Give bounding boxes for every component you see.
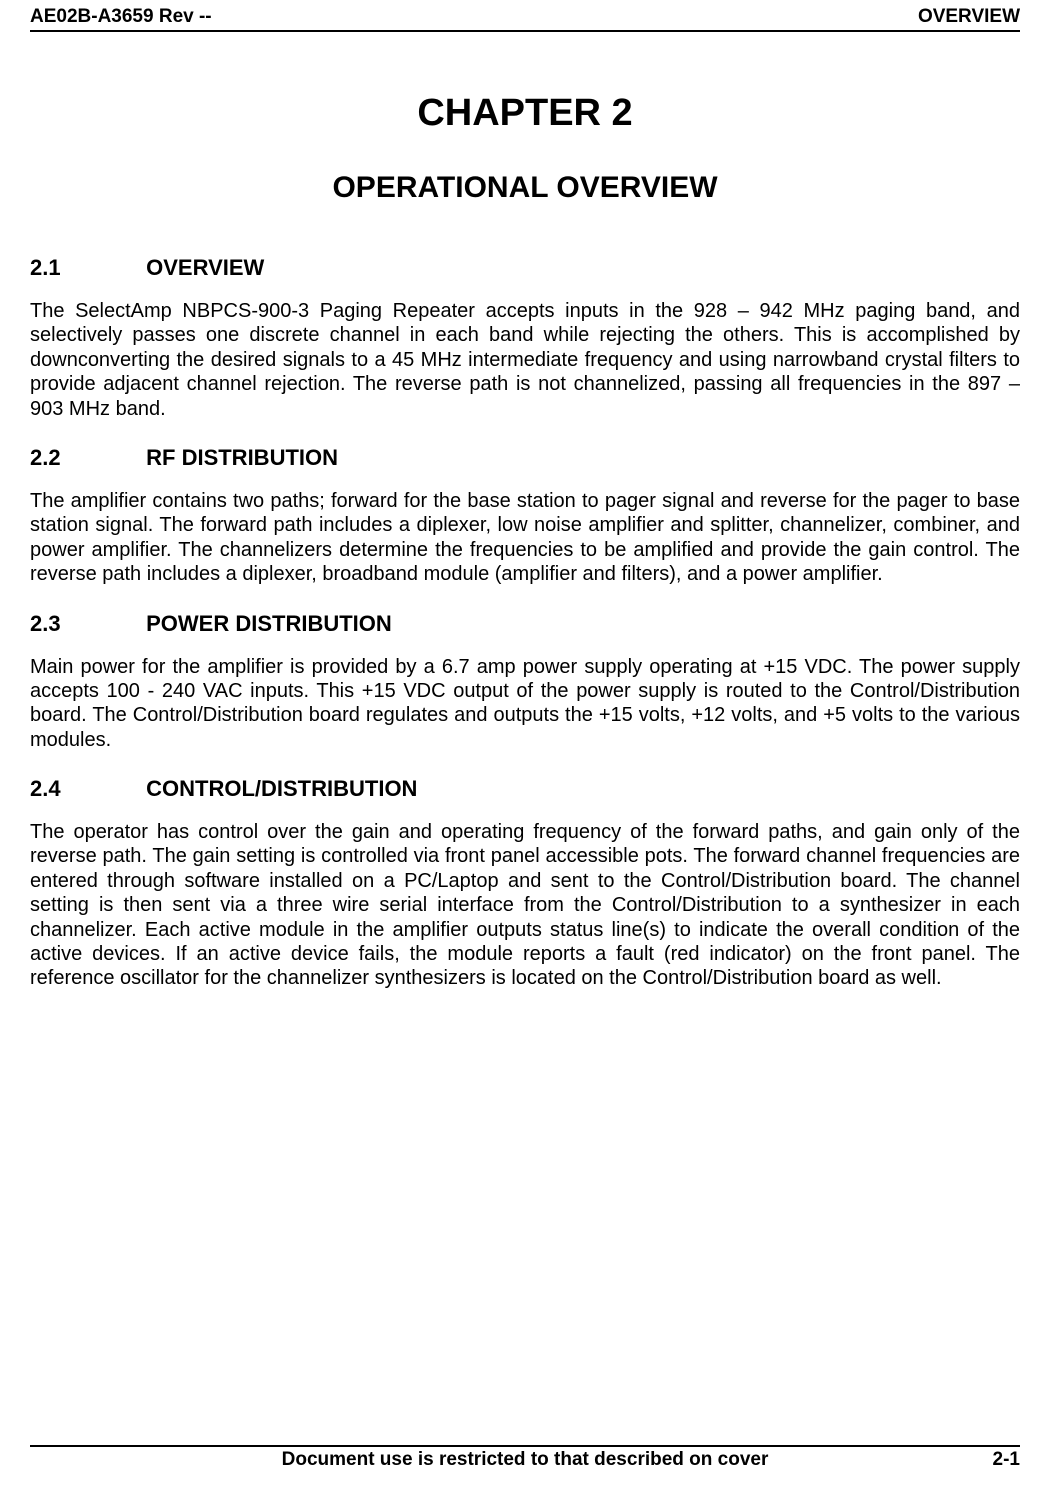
section-2-3: 2.3 POWER DISTRIBUTION Main power for th… bbox=[30, 611, 1020, 753]
header-line: AE02B-A3659 Rev -- OVERVIEW bbox=[30, 6, 1020, 32]
section-body: The SelectAmp NBPCS-900-3 Paging Repeate… bbox=[30, 299, 1020, 421]
section-body: Main power for the amplifier is provided… bbox=[30, 655, 1020, 753]
section-heading: 2.2 RF DISTRIBUTION bbox=[30, 445, 1020, 471]
section-heading: 2.4 CONTROL/DISTRIBUTION bbox=[30, 776, 1020, 802]
section-2-4: 2.4 CONTROL/DISTRIBUTION The operator ha… bbox=[30, 776, 1020, 991]
section-number: 2.2 bbox=[30, 445, 140, 471]
section-2-1: 2.1 OVERVIEW The SelectAmp NBPCS-900-3 P… bbox=[30, 255, 1020, 421]
section-title: RF DISTRIBUTION bbox=[146, 445, 338, 470]
section-heading: 2.1 OVERVIEW bbox=[30, 255, 1020, 281]
section-heading: 2.3 POWER DISTRIBUTION bbox=[30, 611, 1020, 637]
section-number: 2.3 bbox=[30, 611, 140, 637]
page-footer: Document use is restricted to that descr… bbox=[30, 1445, 1020, 1471]
section-title: CONTROL/DISTRIBUTION bbox=[146, 776, 417, 801]
section-2-2: 2.2 RF DISTRIBUTION The amplifier contai… bbox=[30, 445, 1020, 587]
page-content: CHAPTER 2 OPERATIONAL OVERVIEW 2.1 OVERV… bbox=[0, 32, 1050, 991]
section-number: 2.4 bbox=[30, 776, 140, 802]
header-doc-id: AE02B-A3659 Rev -- bbox=[30, 6, 212, 28]
footer-line: Document use is restricted to that descr… bbox=[30, 1445, 1020, 1471]
section-title: OVERVIEW bbox=[146, 255, 264, 280]
page-header: AE02B-A3659 Rev -- OVERVIEW bbox=[0, 0, 1050, 32]
footer-page-number: 2-1 bbox=[993, 1449, 1020, 1471]
chapter-subtitle: OPERATIONAL OVERVIEW bbox=[30, 171, 1020, 205]
section-body: The operator has control over the gain a… bbox=[30, 820, 1020, 991]
section-title: POWER DISTRIBUTION bbox=[146, 611, 392, 636]
section-body: The amplifier contains two paths; forwar… bbox=[30, 489, 1020, 587]
footer-restriction-text: Document use is restricted to that descr… bbox=[282, 1449, 769, 1471]
chapter-title: CHAPTER 2 bbox=[30, 92, 1020, 135]
section-number: 2.1 bbox=[30, 255, 140, 281]
header-section-name: OVERVIEW bbox=[918, 6, 1020, 28]
